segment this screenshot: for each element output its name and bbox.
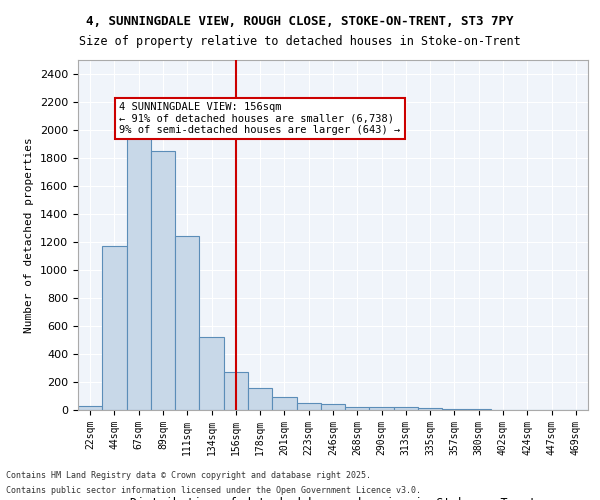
Bar	[151, 151, 175, 410]
Bar	[175, 236, 199, 410]
Bar	[321, 404, 345, 410]
Bar	[102, 246, 127, 410]
Bar	[272, 398, 296, 410]
Text: 4, SUNNINGDALE VIEW, ROUGH CLOSE, STOKE-ON-TRENT, ST3 7PY: 4, SUNNINGDALE VIEW, ROUGH CLOSE, STOKE-…	[86, 15, 514, 28]
Bar	[296, 403, 321, 410]
Bar	[418, 408, 442, 410]
Bar	[127, 134, 151, 410]
Text: Contains HM Land Registry data © Crown copyright and database right 2025.: Contains HM Land Registry data © Crown c…	[6, 471, 371, 480]
Text: Contains public sector information licensed under the Open Government Licence v3: Contains public sector information licen…	[6, 486, 421, 495]
Bar	[78, 406, 102, 410]
Bar	[199, 337, 224, 410]
Text: Size of property relative to detached houses in Stoke-on-Trent: Size of property relative to detached ho…	[79, 35, 521, 48]
X-axis label: Distribution of detached houses by size in Stoke-on-Trent: Distribution of detached houses by size …	[130, 496, 536, 500]
Text: 4 SUNNINGDALE VIEW: 156sqm
← 91% of detached houses are smaller (6,738)
9% of se: 4 SUNNINGDALE VIEW: 156sqm ← 91% of deta…	[119, 102, 401, 135]
Bar	[370, 407, 394, 410]
Bar	[442, 409, 467, 410]
Y-axis label: Number of detached properties: Number of detached properties	[25, 137, 34, 333]
Bar	[248, 388, 272, 410]
Bar	[224, 372, 248, 410]
Bar	[394, 408, 418, 410]
Bar	[345, 406, 370, 410]
